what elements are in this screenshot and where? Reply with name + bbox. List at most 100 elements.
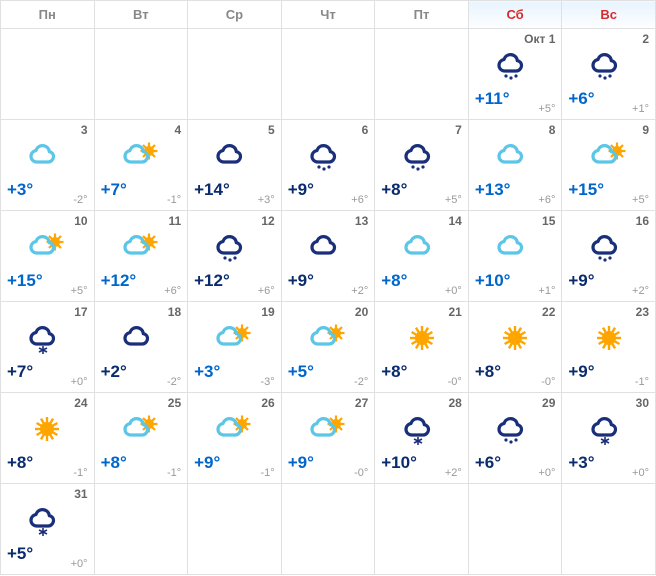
day-number: 11 — [168, 214, 181, 228]
rain-dark-icon — [587, 49, 631, 83]
temp-low: +0° — [632, 467, 649, 479]
day-cell[interactable]: 10+15°+5° — [1, 211, 95, 302]
temp-high: +15° — [568, 180, 604, 200]
day-cell[interactable]: 4+7°-1° — [94, 120, 188, 211]
day-number: 29 — [542, 396, 555, 410]
temp-low: -1° — [167, 467, 181, 479]
day-cell[interactable]: 15+10°+1° — [468, 211, 562, 302]
temp-high: +13° — [475, 180, 511, 200]
temp-high: +9° — [568, 362, 594, 382]
rain-dark-icon — [306, 140, 350, 174]
snow-dark-icon — [25, 504, 69, 538]
day-number: 26 — [261, 396, 274, 410]
day-number: 27 — [355, 396, 368, 410]
day-cell[interactable]: 3+3°-2° — [1, 120, 95, 211]
day-cell[interactable]: 13+9°+2° — [281, 211, 375, 302]
temp-high: +2° — [101, 362, 127, 382]
cloud-light-sun-icon — [306, 413, 350, 447]
temp-low: +6° — [538, 194, 555, 206]
day-number: 23 — [636, 305, 649, 319]
empty-cell — [281, 29, 375, 120]
day-cell[interactable]: 23+9°-1° — [562, 302, 656, 393]
day-number: 4 — [174, 123, 181, 137]
day-cell[interactable]: 6+9°+6° — [281, 120, 375, 211]
sun-icon — [493, 322, 537, 356]
temp-high: +8° — [7, 453, 33, 473]
day-cell[interactable]: 24+8°-1° — [1, 393, 95, 484]
day-number: 2 — [642, 32, 649, 46]
temp-low: -0° — [448, 376, 462, 388]
temp-high: +3° — [7, 180, 33, 200]
temp-high: +8° — [381, 362, 407, 382]
day-cell[interactable]: 31+5°+0° — [1, 484, 95, 575]
temp-high: +11° — [475, 89, 510, 109]
temp-high: +9° — [194, 453, 220, 473]
sun-icon — [587, 322, 631, 356]
sun-icon — [25, 413, 69, 447]
day-cell[interactable]: 9+15°+5° — [562, 120, 656, 211]
day-cell[interactable]: 12+12°+6° — [188, 211, 282, 302]
temp-low: -0° — [354, 467, 368, 479]
day-cell[interactable]: 5+14°+3° — [188, 120, 282, 211]
temp-high: +12° — [101, 271, 137, 291]
day-cell[interactable]: 25+8°-1° — [94, 393, 188, 484]
day-cell[interactable]: 19+3°-3° — [188, 302, 282, 393]
temp-high: +7° — [7, 362, 33, 382]
day-number: 24 — [74, 396, 87, 410]
temp-high: +7° — [101, 180, 127, 200]
day-cell[interactable]: 29+6°+0° — [468, 393, 562, 484]
day-number: 7 — [455, 123, 462, 137]
day-cell[interactable]: 14+8°+0° — [375, 211, 469, 302]
day-cell[interactable]: 7+8°+5° — [375, 120, 469, 211]
day-cell[interactable]: 28+10°+2° — [375, 393, 469, 484]
rain-dark-icon — [587, 231, 631, 265]
day-number: 15 — [542, 214, 555, 228]
temp-low: -2° — [167, 376, 181, 388]
temp-low: +6° — [258, 285, 275, 297]
day-cell[interactable]: 8 +13° +6° — [468, 120, 562, 211]
day-number: 19 — [261, 305, 274, 319]
day-cell[interactable]: 2+6°+1° — [562, 29, 656, 120]
day-number: 16 — [636, 214, 649, 228]
day-number: 3 — [81, 123, 88, 137]
cloud-light-sun-icon — [119, 140, 163, 174]
day-cell[interactable]: 21 +8° -0° — [375, 302, 469, 393]
weekday-header: Пт — [375, 1, 469, 29]
day-cell[interactable]: 16+9°+2° — [562, 211, 656, 302]
day-cell[interactable]: 27+9°-0° — [281, 393, 375, 484]
empty-cell — [94, 29, 188, 120]
day-cell[interactable]: 20+5°-2° — [281, 302, 375, 393]
weekday-header: Чт — [281, 1, 375, 29]
temp-high: +6° — [475, 453, 501, 473]
temp-low: +2° — [351, 285, 368, 297]
day-number: 21 — [448, 305, 461, 319]
temp-high: +6° — [568, 89, 594, 109]
day-number: 5 — [268, 123, 275, 137]
temp-high: +8° — [381, 180, 407, 200]
day-number: 18 — [168, 305, 181, 319]
day-number: 17 — [74, 305, 87, 319]
day-cell[interactable]: 30+3°+0° — [562, 393, 656, 484]
temp-low: +5° — [71, 285, 88, 297]
day-number: Окт 1 — [524, 32, 555, 46]
day-cell[interactable]: 22+8°-0° — [468, 302, 562, 393]
day-number: 8 — [549, 123, 556, 137]
weekday-header: Вт — [94, 1, 188, 29]
day-cell[interactable]: 11+12°+6° — [94, 211, 188, 302]
temp-low: +0° — [445, 285, 462, 297]
empty-cell — [468, 484, 562, 575]
cloud-light-sun-icon — [306, 322, 350, 356]
sun-icon — [400, 322, 444, 356]
cloud-light-icon — [493, 140, 537, 174]
day-cell[interactable]: Окт 1+11°+5° — [468, 29, 562, 120]
temp-low: +3° — [258, 194, 275, 206]
cloud-light-icon — [25, 140, 69, 174]
cloud-light-sun-icon — [212, 322, 256, 356]
temp-high: +8° — [101, 453, 127, 473]
temp-low: +0° — [71, 558, 88, 570]
day-cell[interactable]: 18 +2° -2° — [94, 302, 188, 393]
day-number: 20 — [355, 305, 368, 319]
day-cell[interactable]: 17+7°+0° — [1, 302, 95, 393]
temp-high: +5° — [288, 362, 314, 382]
day-cell[interactable]: 26+9°-1° — [188, 393, 282, 484]
